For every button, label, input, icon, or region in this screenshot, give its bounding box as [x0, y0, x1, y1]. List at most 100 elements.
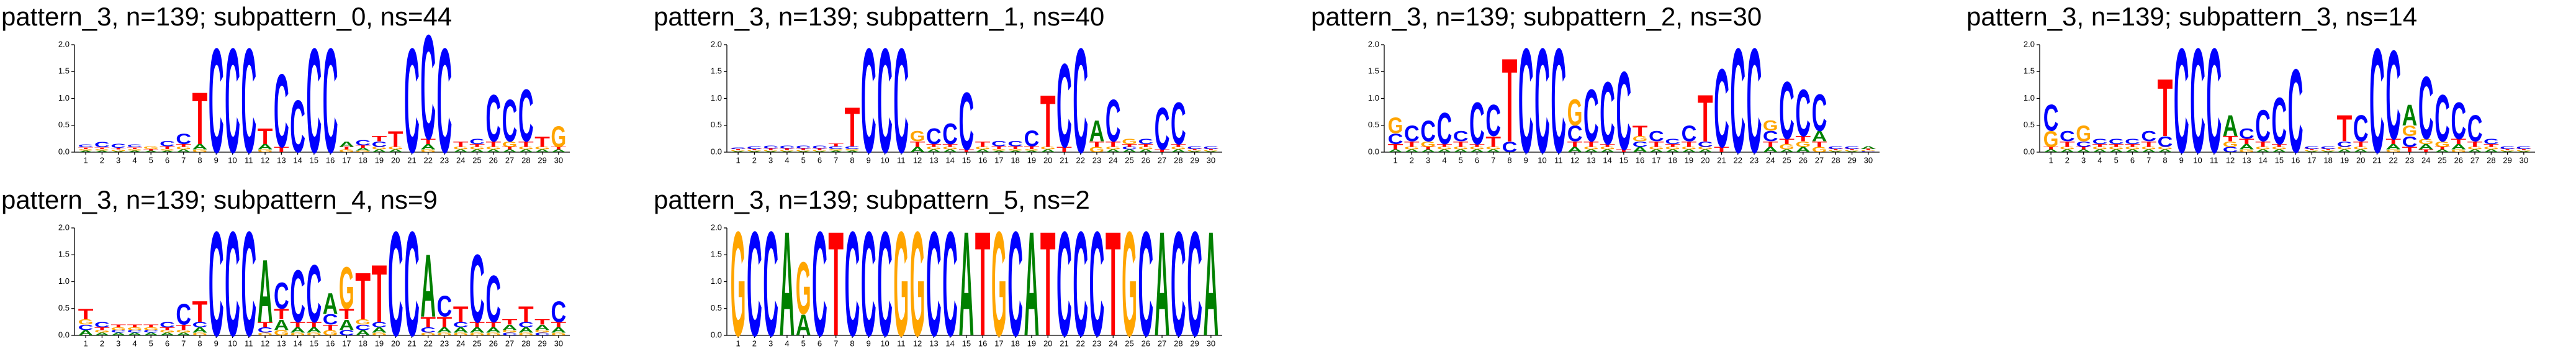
y-tick-label: 0.0	[711, 147, 722, 156]
letter: C	[372, 320, 387, 329]
x-tick-label: 20	[1043, 155, 1052, 165]
x-tick-label: 1	[736, 155, 741, 165]
letter: A	[176, 149, 191, 153]
letter: C	[2223, 145, 2238, 153]
letter: A	[1485, 149, 1501, 153]
x-tick-label: 14	[945, 338, 954, 348]
letter: T	[258, 320, 273, 329]
letter: G	[1795, 140, 1811, 148]
x-tick-label: 22	[1076, 338, 1084, 348]
x-tick-label: 3	[2081, 155, 2086, 165]
x-tick-label: 14	[945, 155, 954, 165]
letter: A	[1649, 149, 1664, 153]
letter: A	[307, 326, 322, 334]
letter: C	[404, 200, 420, 354]
letter: C	[534, 332, 550, 337]
x-tick-label: 24	[1766, 155, 1775, 165]
letter: C	[94, 141, 110, 149]
x-tick-label: 17	[1652, 155, 1660, 165]
x-tick-label: 24	[1109, 338, 1117, 348]
letter: C	[1698, 140, 1713, 148]
x-tick-label: 17	[994, 155, 1003, 165]
letter: C	[355, 138, 371, 147]
letter: A	[2272, 149, 2287, 153]
letter: T	[2158, 62, 2173, 154]
letter: A	[780, 200, 795, 354]
letter: C	[1616, 48, 1632, 173]
letter: G	[1453, 146, 1469, 150]
letter: G	[437, 332, 453, 337]
x-tick-label: 2	[752, 155, 757, 165]
x-tick-label: 8	[850, 155, 854, 165]
x-tick-label: 19	[375, 338, 384, 348]
letter: A	[192, 326, 208, 334]
letter: C	[2467, 108, 2483, 150]
letter: C	[1551, 17, 1566, 184]
x-tick-label: 24	[1109, 155, 1117, 165]
letter: C	[437, 17, 453, 184]
letter: C	[518, 320, 534, 329]
letter: C	[355, 324, 371, 332]
letter: C	[323, 17, 338, 184]
chart-title: pattern_3, n=139; subpattern_2, ns=30	[1311, 2, 1762, 31]
x-tick-label: 9	[867, 155, 871, 165]
letter: T	[160, 145, 175, 150]
letter: T	[2484, 143, 2499, 148]
letter: G	[2076, 121, 2091, 146]
letter: T	[160, 327, 175, 331]
letter: C	[437, 289, 453, 323]
x-tick-label: 16	[978, 338, 987, 348]
letter: T	[1089, 140, 1105, 148]
x-tick-label: 29	[538, 155, 546, 165]
letter: G	[1138, 146, 1153, 150]
letter: T	[828, 143, 844, 147]
letter: G	[2500, 150, 2515, 152]
letter: C	[307, 248, 322, 340]
x-tick-label: 6	[817, 338, 822, 348]
letter: A	[828, 150, 844, 153]
letter: T	[502, 146, 518, 150]
letter: A	[1420, 149, 1436, 153]
x-tick-label: 4	[2097, 155, 2102, 165]
letter: G	[551, 332, 567, 337]
x-tick-label: 11	[245, 338, 253, 348]
letter: T	[1828, 148, 1844, 150]
letter: A	[1453, 149, 1469, 153]
letter: C	[1056, 200, 1072, 354]
x-tick-label: 22	[423, 338, 432, 348]
letter: G	[1171, 146, 1186, 150]
y-tick-label: 1.5	[58, 66, 70, 76]
letter: C	[1204, 145, 1219, 150]
y-tick-label: 0.5	[1368, 120, 1379, 129]
letter: C	[2337, 140, 2353, 148]
letter: A	[763, 151, 778, 153]
letter: C	[2304, 145, 2320, 150]
letter: C	[2043, 98, 2059, 139]
x-tick-label: 15	[310, 155, 318, 165]
letter: C	[388, 200, 403, 354]
letter: T	[812, 148, 827, 150]
letter: C	[1633, 140, 1648, 148]
x-tick-label: 26	[1142, 155, 1150, 165]
y-tick-label: 1.0	[711, 93, 722, 102]
letter: C	[2272, 84, 2287, 158]
letter: A	[469, 149, 485, 153]
letter: T	[355, 259, 371, 334]
letter: G	[975, 146, 991, 150]
letter: C	[2320, 145, 2336, 150]
letter: C	[1844, 145, 1860, 150]
letter: G	[1682, 146, 1697, 150]
letter: C	[192, 320, 208, 329]
letter: G	[274, 329, 289, 337]
letter: G	[1122, 137, 1137, 145]
letter: A	[2158, 149, 2173, 153]
x-tick-label: 20	[391, 338, 400, 348]
letter: T	[437, 314, 453, 331]
letter: A	[469, 326, 485, 334]
letter: G	[796, 247, 811, 330]
letter: A	[2434, 149, 2450, 153]
x-tick-label: 26	[489, 155, 498, 165]
letter: C	[845, 200, 860, 354]
x-tick-label: 17	[342, 155, 351, 165]
letter: G	[1583, 146, 1599, 150]
